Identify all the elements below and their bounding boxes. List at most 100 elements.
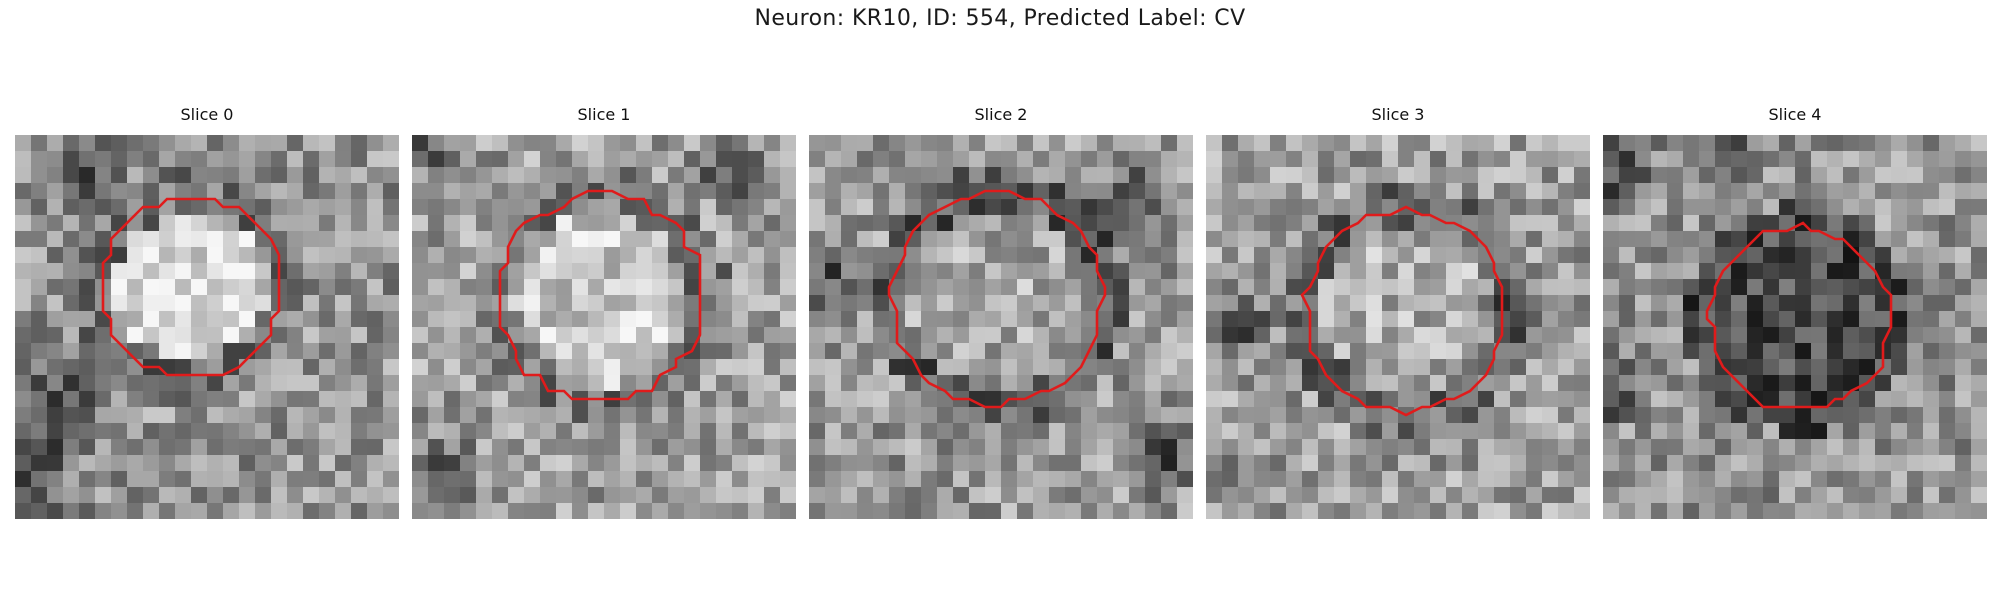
image-pixel: [63, 263, 80, 280]
image-pixel: [1382, 439, 1399, 456]
image-pixel: [1651, 471, 1668, 488]
image-pixel: [668, 471, 685, 488]
image-pixel: [1350, 151, 1367, 168]
image-pixel: [223, 391, 240, 408]
image-pixel: [15, 375, 32, 392]
image-pixel: [1414, 247, 1431, 264]
image-pixel: [351, 423, 368, 440]
image-pixel: [668, 487, 685, 504]
image-pixel: [540, 487, 557, 504]
image-pixel: [1017, 135, 1034, 152]
image-pixel: [1542, 167, 1559, 184]
image-pixel: [540, 343, 557, 360]
image-pixel: [1350, 295, 1367, 312]
image-pixel: [1206, 199, 1223, 216]
image-pixel: [159, 215, 176, 232]
image-pixel: [604, 407, 621, 424]
image-pixel: [335, 423, 352, 440]
image-pixel: [825, 423, 842, 440]
image-pixel: [95, 135, 112, 152]
image-pixel: [1542, 183, 1559, 200]
image-pixel: [1097, 439, 1114, 456]
image-pixel: [748, 343, 765, 360]
image-pixel: [175, 135, 192, 152]
image-pixel: [143, 455, 160, 472]
image-pixel: [1603, 407, 1620, 424]
image-pixel: [780, 311, 796, 328]
image-pixel: [367, 439, 384, 456]
image-pixel: [1939, 151, 1956, 168]
image-pixel: [1603, 455, 1620, 472]
image-pixel: [1334, 183, 1351, 200]
image-pixel: [1001, 151, 1018, 168]
image-pixel: [1113, 343, 1130, 360]
image-pixel: [1542, 343, 1559, 360]
image-pixel: [1542, 247, 1559, 264]
image-pixel: [1574, 295, 1590, 312]
image-pixel: [1859, 199, 1876, 216]
image-pixel: [191, 151, 208, 168]
image-pixel: [1731, 135, 1748, 152]
image-pixel: [780, 279, 796, 296]
image-pixel: [889, 295, 906, 312]
image-pixel: [1574, 215, 1590, 232]
image-pixel: [652, 487, 669, 504]
image-pixel: [63, 279, 80, 296]
image-pixel: [79, 487, 96, 504]
image-pixel: [1222, 471, 1239, 488]
image-pixel: [351, 295, 368, 312]
image-pixel: [1779, 247, 1796, 264]
image-pixel: [588, 487, 605, 504]
image-pixel: [47, 423, 64, 440]
image-pixel: [444, 423, 461, 440]
image-pixel: [764, 471, 781, 488]
image-pixel: [588, 279, 605, 296]
image-pixel: [1494, 183, 1511, 200]
image-pixel: [1891, 231, 1908, 248]
image-pixel: [1891, 407, 1908, 424]
image-pixel: [700, 471, 717, 488]
image-pixel: [1462, 167, 1479, 184]
image-pixel: [1398, 295, 1415, 312]
image-pixel: [79, 343, 96, 360]
image-pixel: [1081, 167, 1098, 184]
image-pixel: [1206, 391, 1223, 408]
image-pixel: [1779, 231, 1796, 248]
image-pixel: [1113, 503, 1130, 519]
image-pixel: [1177, 311, 1193, 328]
image-pixel: [1955, 199, 1972, 216]
image-pixel: [1366, 391, 1383, 408]
image-pixel: [95, 183, 112, 200]
image-pixel: [1033, 343, 1050, 360]
image-pixel: [572, 263, 589, 280]
image-pixel: [1001, 295, 1018, 312]
image-pixel: [1699, 407, 1716, 424]
image-pixel: [1097, 231, 1114, 248]
image-pixel: [95, 391, 112, 408]
image-pixel: [1763, 247, 1780, 264]
image-pixel: [1603, 135, 1620, 152]
image-pixel: [1366, 263, 1383, 280]
image-pixel: [1939, 327, 1956, 344]
image-pixel: [1558, 487, 1575, 504]
image-pixel: [1955, 215, 1972, 232]
image-pixel: [1065, 183, 1082, 200]
image-pixel: [524, 471, 541, 488]
image-pixel: [303, 439, 320, 456]
image-pixel: [239, 183, 256, 200]
image-pixel: [492, 167, 509, 184]
image-pixel: [1065, 311, 1082, 328]
image-pixel: [1603, 279, 1620, 296]
image-pixel: [175, 439, 192, 456]
image-pixel: [1763, 183, 1780, 200]
image-pixel: [159, 199, 176, 216]
image-pixel: [748, 135, 765, 152]
image-pixel: [1542, 199, 1559, 216]
image-pixel: [287, 359, 304, 376]
image-pixel: [175, 167, 192, 184]
image-pixel: [1382, 455, 1399, 472]
image-pixel: [780, 151, 796, 168]
image-pixel: [780, 471, 796, 488]
image-pixel: [335, 263, 352, 280]
image-pixel: [127, 247, 144, 264]
